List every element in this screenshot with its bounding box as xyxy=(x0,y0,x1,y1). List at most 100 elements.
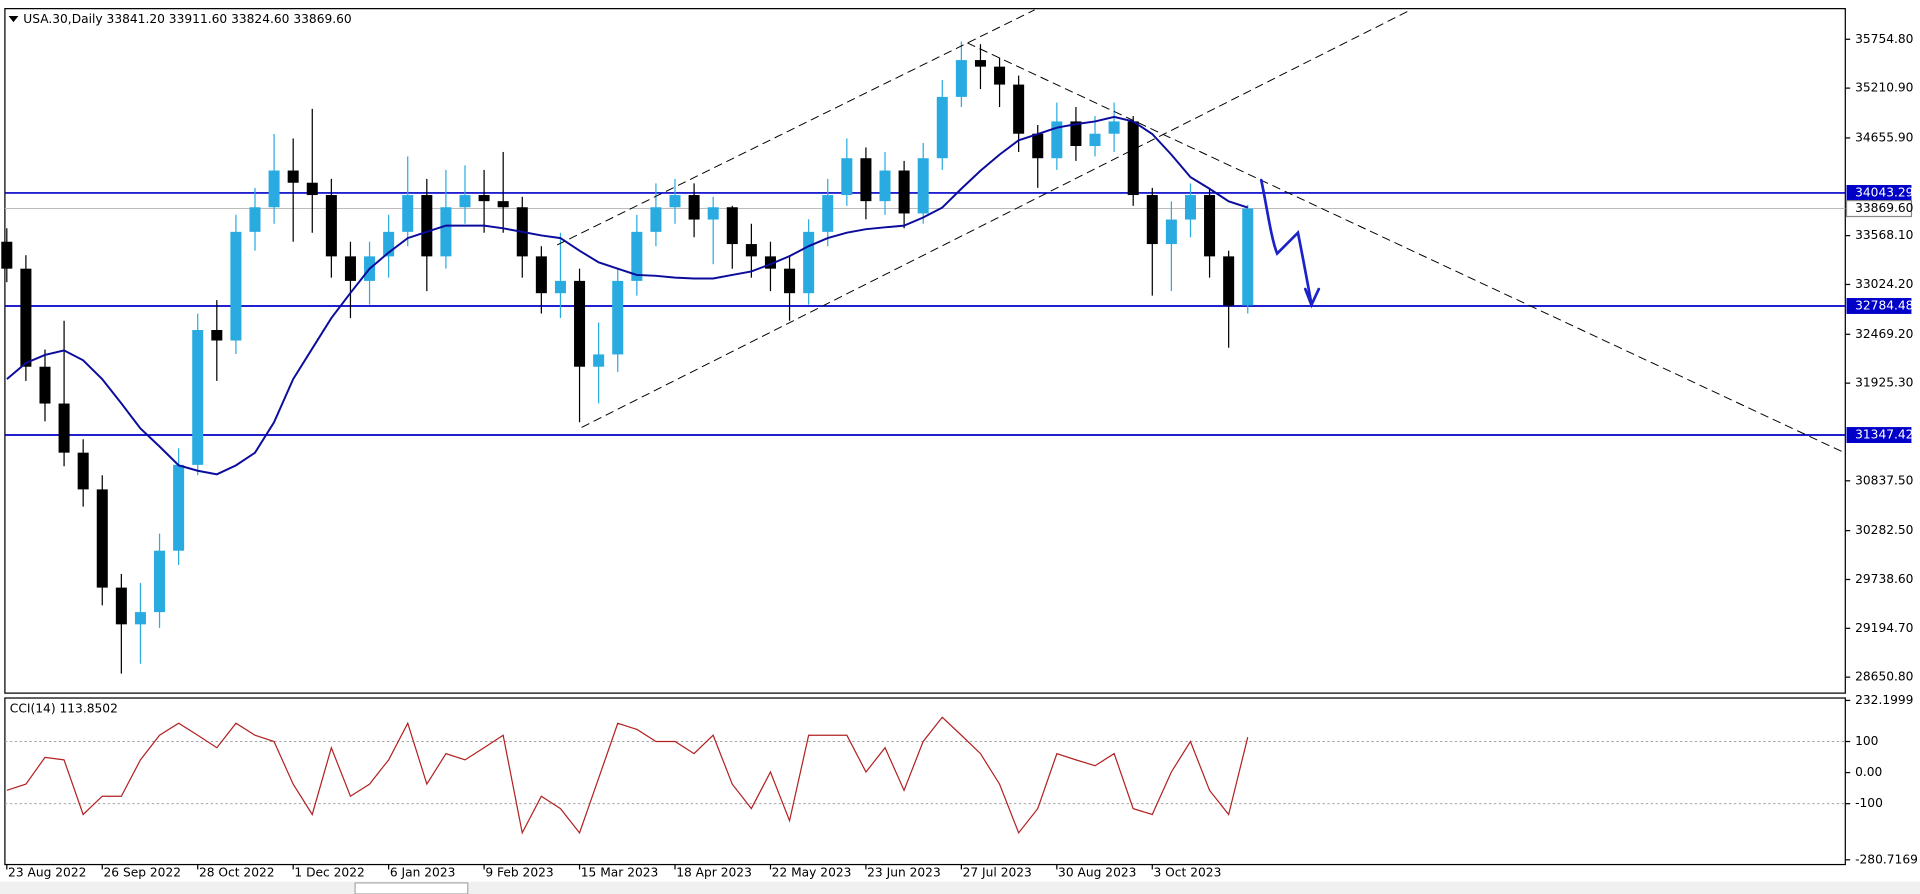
y-tick-label: 34655.90 xyxy=(1855,130,1913,144)
candle-body xyxy=(58,403,70,453)
level-label-box xyxy=(1846,298,1912,314)
y-tick-label: 33024.20 xyxy=(1855,277,1913,291)
candle-body xyxy=(20,268,32,367)
cci-frame xyxy=(4,697,1846,866)
y-tick-label: 33568.10 xyxy=(1855,228,1913,242)
candle-body xyxy=(211,330,223,341)
candle-body xyxy=(1032,133,1044,159)
candle-body xyxy=(325,195,337,257)
candle-body xyxy=(726,207,738,245)
y-tick-label: 30282.50 xyxy=(1855,523,1913,537)
level-label: 31347.42 xyxy=(1855,428,1913,442)
x-tick-label: 9 Feb 2023 xyxy=(485,866,553,880)
x-tick-label: 26 Sep 2022 xyxy=(103,866,181,880)
candle-body xyxy=(974,60,986,67)
candle-body xyxy=(1089,133,1101,147)
x-tick-label: 27 Jul 2023 xyxy=(963,866,1032,880)
cci-panel: 232.1999 100 0.00 -100 -280.7169 23 Aug 2022 2… xyxy=(4,693,1918,880)
y-tick-label: 0.00 xyxy=(1855,765,1882,779)
candle-body xyxy=(764,256,776,269)
candle-body xyxy=(917,158,929,214)
candle-body xyxy=(459,195,471,208)
main-frame xyxy=(4,8,1846,694)
candle-body xyxy=(96,489,108,588)
level-label: 34043.29 xyxy=(1855,185,1913,199)
level-label: 32784.48 xyxy=(1855,298,1913,312)
channel-lower xyxy=(581,9,1411,428)
candle-body xyxy=(707,207,719,220)
candle-body xyxy=(1127,121,1139,196)
candle-body xyxy=(574,280,586,367)
candle-body xyxy=(803,231,815,294)
x-tick-label: 15 Mar 2023 xyxy=(581,866,659,880)
candle-body xyxy=(955,60,967,97)
candle-body xyxy=(134,612,146,625)
x-tick-label: 23 Aug 2022 xyxy=(8,866,86,880)
chart-title: USA.30,Daily 33841.20 33911.60 33824.60 … xyxy=(23,12,351,26)
candle-body xyxy=(554,280,566,294)
main-panel: 35754.80 35210.90 34655.90 33568.10 33024.20… xyxy=(1,32,1913,684)
candle-body xyxy=(173,464,185,551)
collapse-icon xyxy=(8,15,19,23)
candle-body xyxy=(860,158,872,202)
x-tick-label: 23 Jun 2023 xyxy=(867,866,941,880)
y-tick-label: 31925.30 xyxy=(1855,376,1913,390)
candle-body xyxy=(1,241,13,269)
candle-body xyxy=(440,207,452,257)
x-tick-label: 1 Dec 2022 xyxy=(294,866,364,880)
y-tick-label: 232.1999 xyxy=(1855,693,1913,707)
candle-body xyxy=(669,195,681,208)
candle-body xyxy=(535,256,547,294)
candle-body xyxy=(631,231,643,281)
candle-body xyxy=(936,96,948,159)
candle-body xyxy=(593,354,605,367)
candle-body xyxy=(497,201,509,208)
y-tick-label: 35210.90 xyxy=(1855,81,1913,95)
y-tick-label: -100 xyxy=(1855,796,1883,810)
candle-body xyxy=(898,170,910,214)
cci-title: CCI(14) 113.8502 xyxy=(10,702,118,716)
tab-bar xyxy=(0,881,1920,894)
candle-body xyxy=(402,195,414,232)
candle-body xyxy=(344,256,356,281)
candle-body xyxy=(879,170,891,202)
candle-body xyxy=(115,587,127,625)
y-tick-label: 28650.80 xyxy=(1855,670,1913,684)
candle-body xyxy=(192,330,204,465)
candle-body xyxy=(154,550,166,613)
tab[interactable] xyxy=(354,882,469,894)
candle-body xyxy=(1146,195,1158,245)
moving-average xyxy=(6,115,1249,476)
candle-body xyxy=(268,170,280,208)
last-price-label: 33869.60 xyxy=(1855,201,1913,215)
candle-body xyxy=(1165,219,1177,245)
candle-body xyxy=(421,195,433,257)
candle-body xyxy=(688,195,700,220)
candle-body xyxy=(249,207,261,232)
x-tick-label: 22 May 2023 xyxy=(772,866,852,880)
candle-body xyxy=(994,66,1006,85)
y-tick-label: 30837.50 xyxy=(1855,473,1913,487)
candle-body xyxy=(745,244,757,257)
candle-body xyxy=(287,170,299,183)
candle-body xyxy=(650,207,662,232)
level-label-box xyxy=(1846,184,1912,201)
x-tick-label: 6 Jan 2023 xyxy=(390,866,456,880)
candle-body xyxy=(1242,208,1254,306)
candle-body xyxy=(822,195,834,232)
level-label-box xyxy=(1846,427,1912,443)
candle-body xyxy=(1013,84,1025,134)
channel-upper xyxy=(556,9,1035,246)
candle-body xyxy=(478,195,490,202)
candle-body xyxy=(1223,256,1235,306)
last-price-box xyxy=(1845,199,1913,218)
y-tick-label: 35754.80 xyxy=(1855,32,1913,46)
candle-body xyxy=(383,231,395,257)
y-tick-label: 29194.70 xyxy=(1855,621,1913,635)
y-tick-label: -280.7169 xyxy=(1855,852,1918,866)
candle-body xyxy=(230,231,242,341)
candle-body xyxy=(1184,195,1196,220)
candle-body xyxy=(39,366,51,404)
